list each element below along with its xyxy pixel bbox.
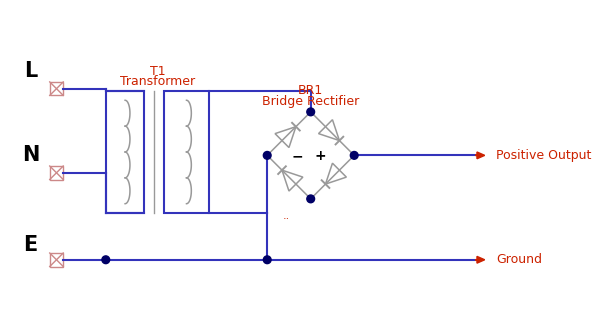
Circle shape — [263, 151, 271, 159]
Circle shape — [102, 256, 109, 264]
Text: L: L — [24, 61, 37, 81]
Text: BR1: BR1 — [298, 84, 323, 97]
Text: ..: .. — [283, 211, 290, 221]
Text: Bridge Rectifier: Bridge Rectifier — [262, 95, 359, 108]
Text: E: E — [23, 235, 37, 255]
Bar — [49, 166, 64, 180]
FancyArrow shape — [475, 256, 485, 263]
Circle shape — [350, 151, 358, 159]
Circle shape — [307, 195, 315, 203]
Bar — [49, 82, 64, 95]
Text: Ground: Ground — [496, 253, 543, 266]
Text: +: + — [315, 149, 326, 163]
Text: T1: T1 — [150, 65, 166, 78]
Text: −: − — [291, 149, 303, 163]
Bar — [164, 91, 209, 213]
FancyArrow shape — [475, 152, 485, 159]
Bar — [49, 253, 64, 267]
Text: Transformer: Transformer — [120, 75, 195, 88]
Circle shape — [307, 108, 315, 116]
Text: Positive Output: Positive Output — [496, 149, 591, 162]
Bar — [106, 91, 144, 213]
Circle shape — [263, 256, 271, 264]
Text: N: N — [22, 145, 39, 165]
